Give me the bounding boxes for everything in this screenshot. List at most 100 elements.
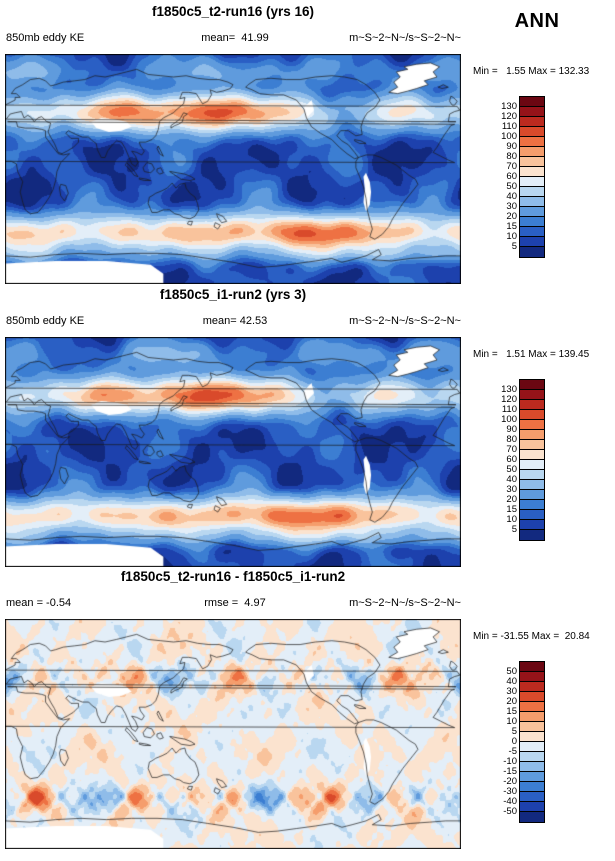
colorbar-cell [520, 157, 544, 167]
units-label: m~S~2~N~/s~S~2~N~ [349, 315, 461, 327]
units-label: m~S~2~N~/s~S~2~N~ [349, 32, 461, 44]
colorbar-cell [520, 672, 544, 682]
colorbar-cell [520, 530, 544, 540]
colorbar-tick-label: 80 [506, 151, 517, 162]
colorbar-cell [520, 520, 544, 530]
colorbar-cell [520, 480, 544, 490]
colorbar-tick-label: 80 [506, 434, 517, 445]
colorbar-tick-label: 50 [506, 181, 517, 192]
colorbar-cell [520, 682, 544, 692]
colorbar: 130 120 110 100 90 80 70 60 50 40 30 20 15 10 5 [487, 379, 545, 555]
colorbar-tick-label: 110 [501, 121, 517, 132]
colorbar-tick-label: -20 [503, 776, 517, 787]
minmax-label: Min = 1.51 Max = 139.45 [473, 349, 590, 360]
colorbar-cell [520, 702, 544, 712]
colorbar-scale [519, 379, 545, 541]
colorbar: 130 120 110 100 90 80 70 60 50 40 30 20 15 10 5 [487, 96, 545, 272]
colorbar-cell [520, 662, 544, 672]
colorbar-tick-label: 10 [506, 716, 517, 727]
map-canvas-difference [5, 619, 461, 849]
colorbar-cell [520, 470, 544, 480]
variable-label: 850mb eddy KE [6, 315, 85, 327]
colorbar-tick-label: 20 [506, 211, 517, 222]
colorbar-cell [520, 137, 544, 147]
colorbar-tick-label: 15 [506, 706, 517, 717]
panel-title: f1850c5_i1-run2 (yrs 3) [159, 287, 307, 302]
colorbar-tick-label: 5 [511, 241, 517, 252]
colorbar-tick-label: 100 [501, 131, 517, 142]
map-canvas-case1 [5, 54, 461, 284]
colorbar-cell [520, 237, 544, 247]
colorbar-cell [520, 147, 544, 157]
colorbar-tick-label: 5 [511, 726, 517, 737]
colorbar-cell [520, 802, 544, 812]
colorbar-cell [520, 430, 544, 440]
colorbar-tick-label: -40 [503, 796, 517, 807]
colorbar-tick-label: 30 [506, 484, 517, 495]
panel-difference: f1850c5_t2-run16 - f1850c5_i1-run2 mean … [0, 569, 615, 852]
colorbar-tick-label: 130 [501, 384, 517, 395]
colorbar-tick-label: 30 [506, 686, 517, 697]
colorbar-cell [520, 712, 544, 722]
season-label: ANN [514, 10, 560, 32]
minmax-label: Min = 1.55 Max = 132.33 [473, 66, 590, 77]
mean-label: mean= 41.99 [201, 32, 269, 44]
panel-title: f1850c5_t2-run16 - f1850c5_i1-run2 [120, 569, 346, 584]
colorbar-cell [520, 390, 544, 400]
panel-case2: f1850c5_i1-run2 (yrs 3) 850mb eddy KE me… [0, 287, 615, 570]
colorbar-tick-label: 40 [506, 676, 517, 687]
colorbar-cell [520, 127, 544, 137]
colorbar: 50 40 30 20 15 10 5 0 -5 -10 -15 -20 -30 -40 -50 [487, 661, 545, 837]
colorbar-cell [520, 440, 544, 450]
colorbar-cell [520, 227, 544, 237]
colorbar-tick-label: 60 [506, 454, 517, 465]
colorbar-tick-label: -50 [503, 806, 517, 817]
colorbar-tick-label: 50 [506, 666, 517, 677]
panel-title: f1850c5_t2-run16 (yrs 16) [151, 4, 315, 19]
colorbar-cell [520, 400, 544, 410]
mean-label: mean = -0.54 [6, 597, 72, 609]
colorbar-tick-label: 10 [506, 514, 517, 525]
colorbar-tick-label: 70 [506, 444, 517, 455]
colorbar-cell [520, 772, 544, 782]
colorbar-cell [520, 742, 544, 752]
colorbar-cell [520, 500, 544, 510]
colorbar-cell [520, 167, 544, 177]
panel-case1: f1850c5_t2-run16 (yrs 16) 850mb eddy KE … [0, 4, 615, 287]
colorbar-tick-label: 0 [511, 736, 517, 747]
variable-label: 850mb eddy KE [6, 32, 85, 44]
map-canvas-case2 [5, 337, 461, 567]
colorbar-cell [520, 97, 544, 107]
colorbar-tick-label: 110 [501, 404, 517, 415]
colorbar-cell [520, 197, 544, 207]
colorbar-cell [520, 722, 544, 732]
colorbar-tick-label: 40 [506, 474, 517, 485]
mean-label: mean= 42.53 [202, 315, 268, 327]
colorbar-tick-label: -10 [503, 756, 517, 767]
colorbar-tick-label: 120 [501, 394, 517, 405]
colorbar-cell [520, 107, 544, 117]
minmax-label: Min = -31.55 Max = 20.84 [473, 631, 590, 642]
colorbar-cell [520, 207, 544, 217]
colorbar-cell [520, 762, 544, 772]
rmse-label: rmse = 4.97 [204, 597, 266, 609]
units-label: m~S~2~N~/s~S~2~N~ [349, 597, 461, 609]
colorbar-tick-label: 130 [501, 101, 517, 112]
colorbar-cell [520, 812, 544, 822]
colorbar-tick-label: 10 [506, 231, 517, 242]
colorbar-tick-label: 100 [501, 414, 517, 425]
colorbar-tick-label: 90 [506, 424, 517, 435]
colorbar-tick-label: 20 [506, 494, 517, 505]
colorbar-tick-label: 120 [501, 111, 517, 122]
colorbar-cell [520, 510, 544, 520]
colorbar-cell [520, 117, 544, 127]
colorbar-tick-label: 20 [506, 696, 517, 707]
colorbar-cell [520, 247, 544, 257]
colorbar-tick-label: -15 [503, 766, 517, 777]
colorbar-tick-label: -30 [503, 786, 517, 797]
colorbar-cell [520, 380, 544, 390]
colorbar-cell [520, 420, 544, 430]
colorbar-tick-label: 30 [506, 201, 517, 212]
colorbar-cell [520, 752, 544, 762]
